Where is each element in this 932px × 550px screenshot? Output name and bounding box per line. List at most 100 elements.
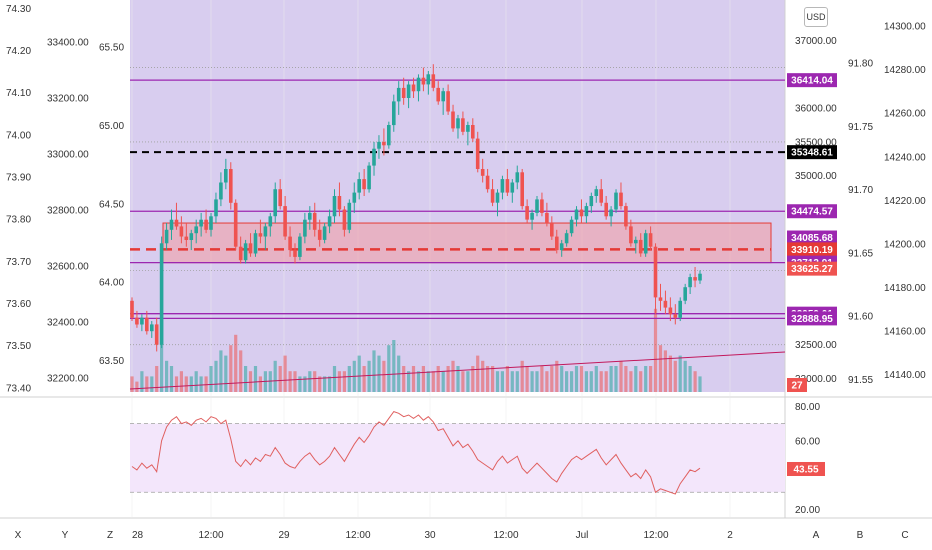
candle[interactable] xyxy=(485,175,490,190)
candle[interactable] xyxy=(312,212,317,230)
candle[interactable] xyxy=(293,250,297,257)
candle[interactable] xyxy=(559,243,564,251)
candle[interactable] xyxy=(214,199,218,217)
candle[interactable] xyxy=(446,91,450,112)
candle[interactable] xyxy=(461,118,465,132)
candle[interactable] xyxy=(248,243,253,254)
candle[interactable] xyxy=(604,202,608,217)
candle[interactable] xyxy=(431,74,436,88)
candle[interactable] xyxy=(436,87,440,102)
candle[interactable] xyxy=(505,179,510,193)
currency-button[interactable]: USD xyxy=(804,7,828,27)
candle[interactable] xyxy=(678,300,682,318)
candle[interactable] xyxy=(490,189,495,203)
candle[interactable] xyxy=(441,91,445,102)
candle[interactable] xyxy=(520,172,524,207)
candle[interactable] xyxy=(456,118,460,129)
axis-button-x[interactable]: X xyxy=(15,530,22,541)
candle[interactable] xyxy=(253,233,258,254)
candle[interactable] xyxy=(219,182,223,200)
candle[interactable] xyxy=(278,189,282,207)
candle[interactable] xyxy=(243,243,248,261)
candle[interactable] xyxy=(648,233,653,247)
candle[interactable] xyxy=(283,206,287,237)
candle[interactable] xyxy=(401,87,406,98)
candle[interactable] xyxy=(298,236,302,257)
candle[interactable] xyxy=(154,324,159,345)
candle[interactable] xyxy=(406,84,411,99)
candle[interactable] xyxy=(229,169,233,203)
candle[interactable] xyxy=(416,77,421,92)
candle[interactable] xyxy=(288,236,292,251)
candle[interactable] xyxy=(411,84,416,92)
candle[interactable] xyxy=(530,212,534,220)
candle[interactable] xyxy=(653,246,658,298)
candle[interactable] xyxy=(663,300,668,308)
candle[interactable] xyxy=(500,179,505,193)
candle[interactable] xyxy=(619,192,623,207)
candle[interactable] xyxy=(550,223,554,237)
axis-button-y[interactable]: Y xyxy=(62,530,69,541)
candle[interactable] xyxy=(342,209,347,230)
candle[interactable] xyxy=(189,233,194,240)
candle[interactable] xyxy=(199,219,203,227)
candle[interactable] xyxy=(471,125,475,139)
candle[interactable] xyxy=(145,317,149,332)
candle[interactable] xyxy=(179,226,184,237)
candle[interactable] xyxy=(698,273,702,281)
candle[interactable] xyxy=(495,192,500,203)
candle[interactable] xyxy=(668,307,673,315)
candle[interactable] xyxy=(614,192,618,210)
candle[interactable] xyxy=(555,236,559,251)
candle[interactable] xyxy=(209,216,213,230)
candle[interactable] xyxy=(688,277,692,288)
candle[interactable] xyxy=(693,277,697,281)
rsi-line[interactable] xyxy=(131,411,701,495)
candle[interactable] xyxy=(135,317,139,325)
candle[interactable] xyxy=(673,314,678,318)
candle[interactable] xyxy=(638,239,643,254)
main-plot-area[interactable] xyxy=(130,0,785,392)
candle[interactable] xyxy=(130,300,134,318)
candle[interactable] xyxy=(357,179,361,193)
candle[interactable] xyxy=(308,212,312,220)
candle[interactable] xyxy=(594,189,599,196)
candle[interactable] xyxy=(387,125,391,146)
candle[interactable] xyxy=(273,189,277,217)
axis-button-z[interactable]: Z xyxy=(107,530,113,541)
candle[interactable] xyxy=(174,219,179,227)
candle[interactable] xyxy=(238,246,243,261)
candle[interactable] xyxy=(150,324,154,332)
candle[interactable] xyxy=(643,233,648,254)
candle[interactable] xyxy=(629,226,633,244)
candle[interactable] xyxy=(658,297,663,301)
candle[interactable] xyxy=(258,233,263,237)
candle[interactable] xyxy=(337,196,342,210)
candle[interactable] xyxy=(535,199,539,213)
candle[interactable] xyxy=(268,216,273,227)
candle[interactable] xyxy=(332,196,337,217)
candle[interactable] xyxy=(475,138,480,169)
candle[interactable] xyxy=(224,169,228,183)
candle[interactable] xyxy=(352,192,357,203)
candle[interactable] xyxy=(362,179,366,190)
candle[interactable] xyxy=(589,196,594,207)
candle[interactable] xyxy=(184,236,189,240)
candle[interactable] xyxy=(377,141,381,149)
axis-button-c[interactable]: C xyxy=(901,530,908,541)
candle[interactable] xyxy=(510,182,515,193)
candle[interactable] xyxy=(683,287,687,301)
candle[interactable] xyxy=(169,219,174,230)
candle[interactable] xyxy=(584,206,589,217)
candle[interactable] xyxy=(466,125,470,132)
candle[interactable] xyxy=(574,209,579,220)
candle[interactable] xyxy=(322,226,327,240)
candle[interactable] xyxy=(599,189,603,203)
candle[interactable] xyxy=(317,229,322,240)
candle[interactable] xyxy=(624,206,628,227)
candle[interactable] xyxy=(392,101,396,126)
candle[interactable] xyxy=(347,202,352,230)
candle[interactable] xyxy=(525,206,529,220)
candle[interactable] xyxy=(545,212,549,223)
candle[interactable] xyxy=(303,219,307,237)
